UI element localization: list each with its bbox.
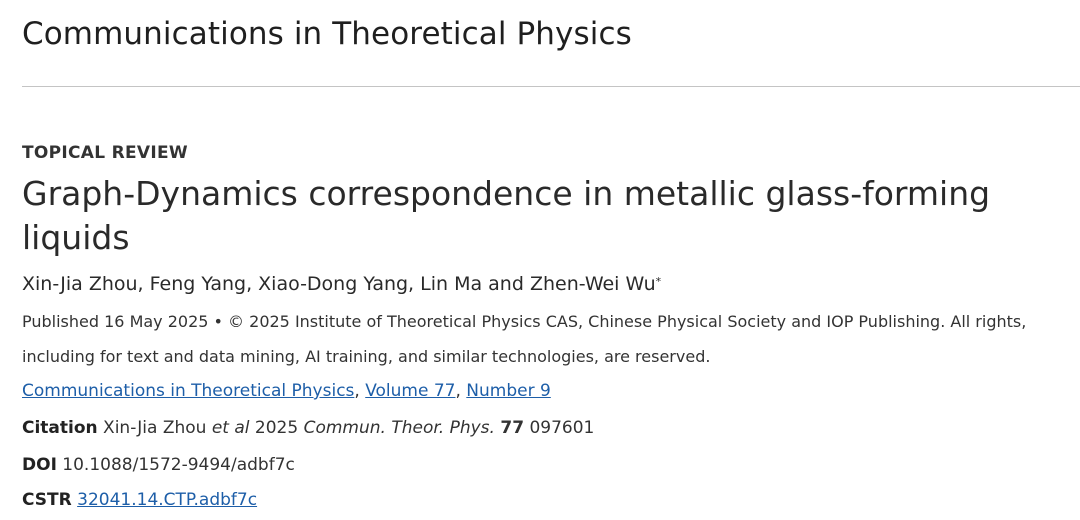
article-title: Graph-Dynamics correspondence in metalli… [22,174,991,257]
doi-label: DOI [22,455,57,475]
journal-links: Communications in Theoretical Physics, V… [22,377,551,405]
citation-journal: Commun. Theor. Phys. [303,418,495,438]
citation-et-al: et al [211,418,250,438]
publication-info: Published 16 May 2025 • © 2025 Institute… [22,312,1027,366]
authors-text[interactable]: Xin-Jia Zhou, Feng Yang, Xiao-Dong Yang,… [22,273,656,295]
doi-line: DOI 10.1088/1572-9494/adbf7c [22,451,295,479]
cstr-line: CSTR 32041.14.CTP.adbf7c [22,486,257,514]
doi-value: 10.1088/1572-9494/adbf7c [62,455,295,475]
citation-line: Citation Xin-Jia Zhou et al 2025 Commun.… [22,414,594,442]
link-separator: , [455,381,467,401]
issue-link[interactable]: Number 9 [466,381,551,401]
header-divider [22,86,1080,87]
article-type-label: TOPICAL REVIEW [22,143,188,163]
cstr-link[interactable]: 32041.14.CTP.adbf7c [77,490,258,510]
corresponding-author-marker[interactable]: * [655,275,662,288]
cstr-label: CSTR [22,490,72,510]
citation-year: 2025 [254,418,299,438]
journal-link[interactable]: Communications in Theoretical Physics [22,381,355,401]
citation-volume: 77 [500,418,525,438]
volume-link[interactable]: Volume 77 [365,381,456,401]
citation-label: Citation [22,418,98,438]
citation-article-number: 097601 [529,418,595,438]
link-separator: , [354,381,366,401]
author-list: Xin-Jia Zhou, Feng Yang, Xiao-Dong Yang,… [22,270,661,298]
citation-authors: Xin-Jia Zhou [103,418,207,438]
journal-title[interactable]: Communications in Theoretical Physics [22,16,632,52]
